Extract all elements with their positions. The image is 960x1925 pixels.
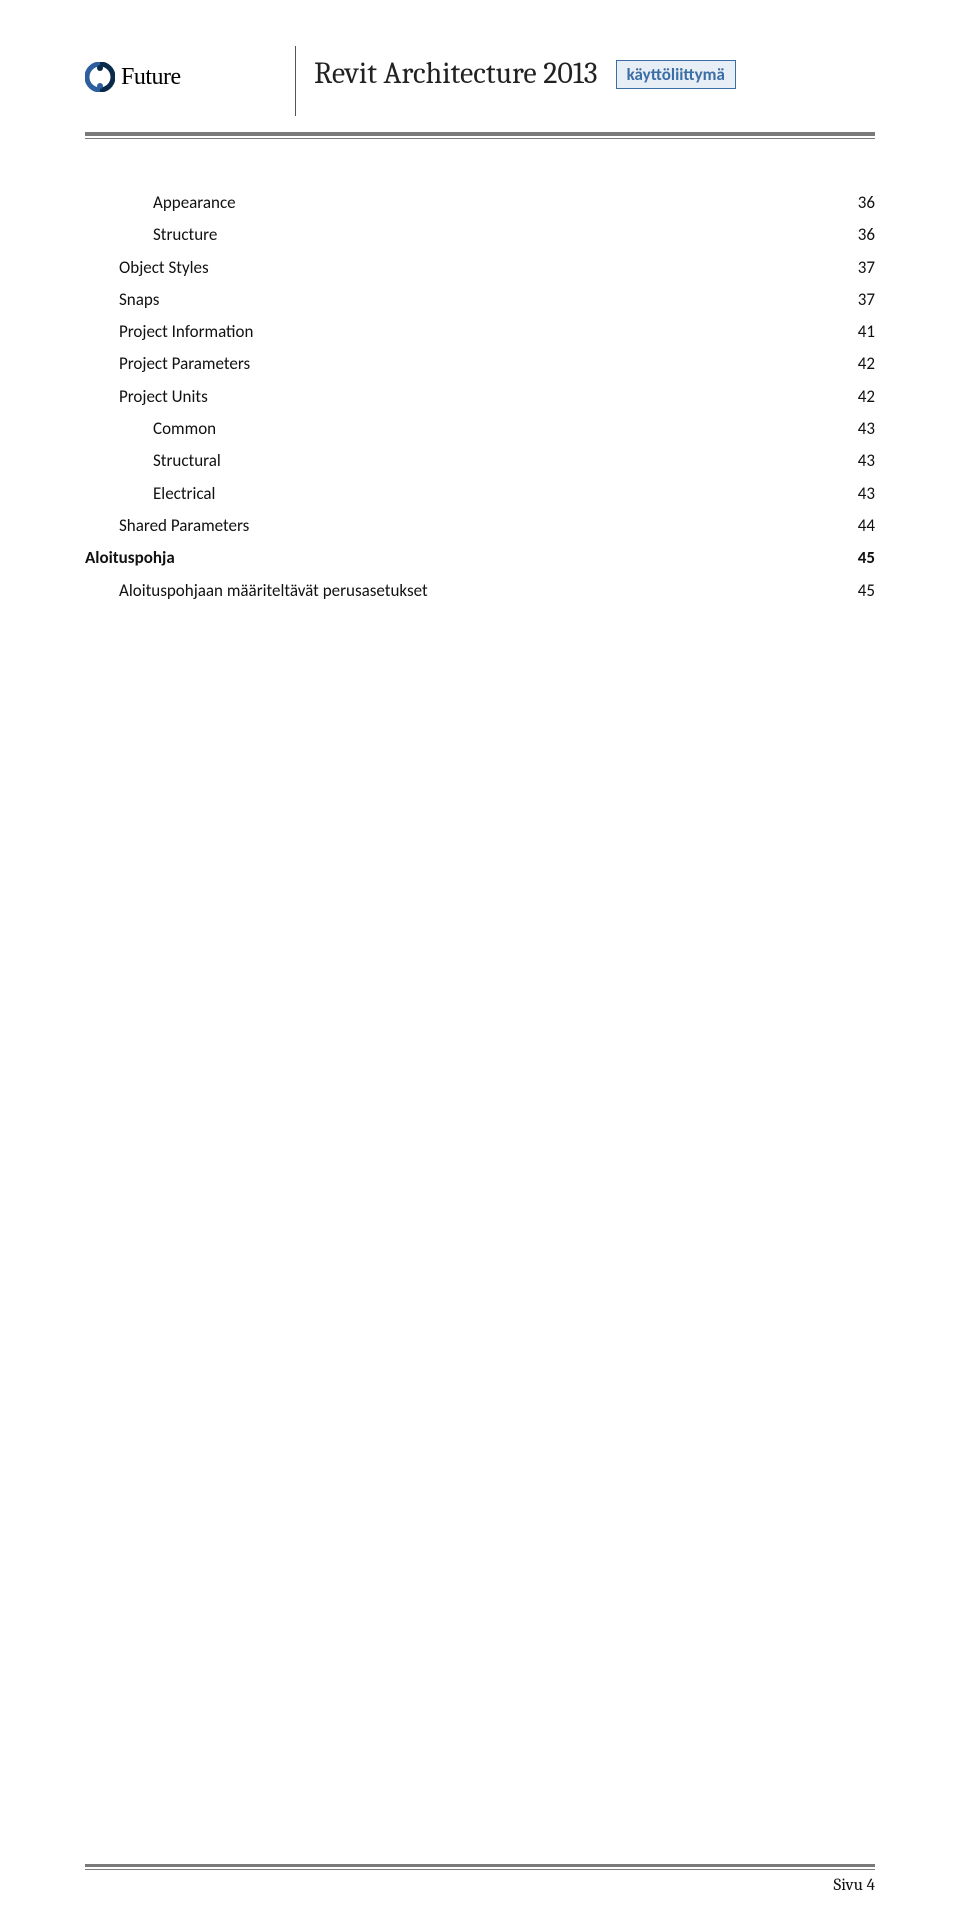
- toc-entry[interactable]: Aloituspohjaan määriteltävät perusasetuk…: [85, 575, 875, 607]
- header-rule-thin: [85, 138, 875, 139]
- toc-label: Common: [153, 413, 216, 445]
- header-rule-thick: [85, 132, 875, 136]
- toc-label: Project Units: [119, 381, 208, 413]
- toc-page-number: 45: [858, 575, 875, 607]
- toc-label: Appearance: [153, 187, 236, 219]
- toc-entry[interactable]: Aloituspohja 45: [85, 542, 875, 574]
- toc-entry[interactable]: Project Information 41: [85, 316, 875, 348]
- toc-entry[interactable]: Shared Parameters 44: [85, 510, 875, 542]
- toc-page-number: 36: [858, 219, 875, 251]
- header: Future Revit Architecture 2013 käyttölii…: [85, 50, 875, 130]
- doc-title: Revit Architecture 2013: [314, 50, 598, 91]
- footer-rule-thick: [85, 1864, 875, 1867]
- toc-entry[interactable]: Appearance 36: [85, 187, 875, 219]
- toc-entry[interactable]: Structure 36: [85, 219, 875, 251]
- footer-rule-thin: [85, 1869, 875, 1870]
- toc-label: Aloituspohjaan määriteltävät perusasetuk…: [119, 575, 428, 607]
- toc-page-number: 37: [858, 252, 875, 284]
- toc-label: Object Styles: [119, 252, 209, 284]
- footer: Sivu 4: [85, 1864, 875, 1895]
- toc-label: Project Information: [119, 316, 253, 348]
- toc-label: Snaps: [119, 284, 159, 316]
- toc-label: Structure: [153, 219, 217, 251]
- toc-entry[interactable]: Common 43: [85, 413, 875, 445]
- title-wrap: Revit Architecture 2013 käyttöliittymä: [295, 50, 736, 130]
- toc-page-number: 43: [858, 413, 875, 445]
- toc-entry[interactable]: Electrical 43: [85, 478, 875, 510]
- toc-page-number: 41: [858, 316, 875, 348]
- toc-entry[interactable]: Project Units 42: [85, 381, 875, 413]
- toc-label: Aloituspohja: [85, 542, 175, 574]
- toc-page-number: 44: [858, 510, 875, 542]
- toc-page-number: 45: [858, 542, 875, 574]
- logo-text: Future: [121, 64, 181, 91]
- toc-page-number: 43: [858, 478, 875, 510]
- toc-page-number: 42: [858, 348, 875, 380]
- toc-entry[interactable]: Object Styles 37: [85, 252, 875, 284]
- toc-entry[interactable]: Structural 43: [85, 445, 875, 477]
- toc-page-number: 37: [858, 284, 875, 316]
- section-badge: käyttöliittymä: [616, 60, 736, 89]
- toc-entry[interactable]: Snaps 37: [85, 284, 875, 316]
- toc-entry[interactable]: Project Parameters 42: [85, 348, 875, 380]
- toc-label: Electrical: [153, 478, 215, 510]
- logo: Future: [85, 50, 181, 92]
- toc-page-number: 42: [858, 381, 875, 413]
- title-divider: [295, 46, 296, 116]
- toc-label: Project Parameters: [119, 348, 250, 380]
- logo-icon: [85, 62, 115, 92]
- page-number: Sivu 4: [85, 1876, 875, 1895]
- page: Future Revit Architecture 2013 käyttölii…: [0, 0, 960, 1925]
- table-of-contents: Appearance 36Structure 36Object Styles 3…: [85, 187, 875, 607]
- toc-page-number: 43: [858, 445, 875, 477]
- toc-page-number: 36: [858, 187, 875, 219]
- toc-label: Structural: [153, 445, 221, 477]
- toc-label: Shared Parameters: [119, 510, 249, 542]
